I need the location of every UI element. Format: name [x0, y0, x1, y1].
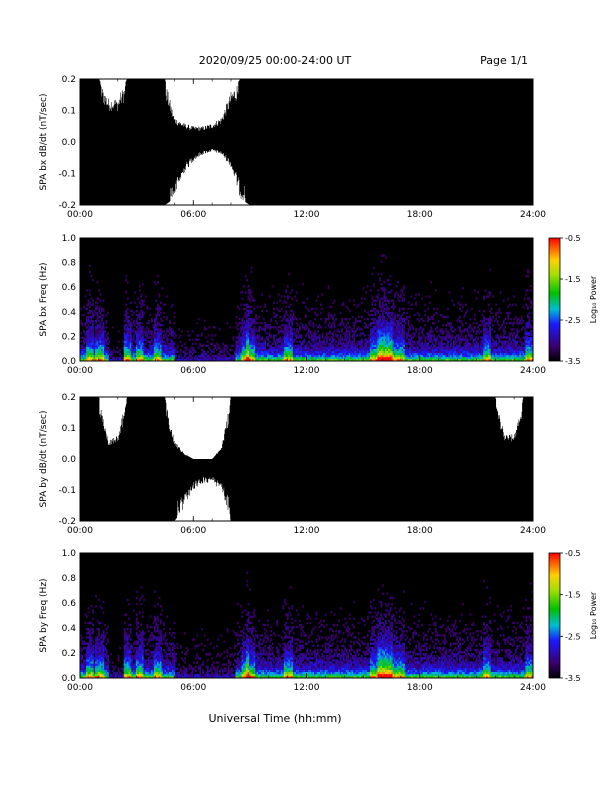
page-number: Page 1/1	[480, 54, 528, 67]
bx-spectrogram-image	[80, 238, 534, 362]
colorbar-tick-label: -3.5	[565, 357, 581, 366]
dbdt-trace	[79, 79, 534, 205]
x-tick-label: 24:00	[520, 210, 546, 220]
panel-by-spectrogram: 00:00 06:00 12:00 18:00 24:00 0.0 0.2 0.4 0.6 0.8…	[39, 549, 598, 693]
x-axis-title: Universal Time (hh:mm)	[209, 712, 342, 725]
colorbar-tick-label: -1.5	[565, 275, 581, 284]
by-dbdt-trace-area	[79, 397, 534, 521]
y-tick-label: 0.1	[62, 424, 76, 434]
by-dbdt-ylabel: SPA by dB/dt (nT/sec)	[39, 411, 49, 508]
bx-dbdt-trace-area	[79, 79, 534, 205]
y-tick-label: 1.0	[62, 549, 77, 559]
x-tick-label: 12:00	[294, 210, 320, 220]
panel-by-dbdt: 00:00 06:00 12:00 18:00 24:00 -0.2 -0.1 0.0 0.1 0…	[39, 393, 546, 536]
x-tick-label: 06:00	[180, 683, 206, 693]
by-colorbar: -0.5 -1.5 -2.5 -3.5	[548, 549, 581, 683]
colorbar-tick-label: -1.5	[565, 591, 581, 600]
x-tick-label: 24:00	[520, 366, 546, 376]
bx-dbdt-axes: 00:00 06:00 12:00 18:00 24:00 -0.2 -0.1 0.0 0.1 0…	[58, 75, 546, 220]
y-tick-label: 0.4	[62, 624, 77, 634]
y-tick-label: 0.0	[62, 357, 77, 367]
bx-spectrogram-axes: 00:00 06:00 12:00 18:00 24:00 0.0 0.2 0.4 0.6 0.8…	[62, 234, 547, 376]
spectrogram-cells	[80, 254, 534, 362]
y-tick-label: 0.8	[62, 574, 77, 584]
bx-dbdt-ylabel: SPA bx dB/dt (nT/sec)	[39, 94, 49, 191]
x-tick-label: 12:00	[294, 526, 320, 536]
x-tick-label: 06:00	[180, 366, 206, 376]
x-tick-label: 18:00	[407, 366, 433, 376]
by-colorbar-label: Log₁₀ Power	[589, 591, 598, 639]
colorbar-tick-label: -2.5	[565, 316, 581, 325]
colorbar-tick-label: -0.5	[565, 234, 581, 243]
by-dbdt-axes: 00:00 06:00 12:00 18:00 24:00 -0.2 -0.1 0.0 0.1 0…	[58, 393, 546, 536]
y-tick-label: 0.2	[62, 649, 76, 659]
by-spectrogram-image	[80, 553, 534, 679]
x-tick-label: 18:00	[407, 526, 433, 536]
x-tick-label: 24:00	[520, 683, 546, 693]
x-tick-label: 00:00	[67, 526, 93, 536]
panel-bx-spectrogram: 00:00 06:00 12:00 18:00 24:00 0.0 0.2 0.4 0.6 0.8…	[39, 234, 598, 376]
bx-colorbar-label: Log₁₀ Power	[589, 275, 598, 323]
y-tick-label: 1.0	[62, 234, 77, 244]
panel-bx-dbdt: 00:00 06:00 12:00 18:00 24:00 -0.2 -0.1 0.0 0.1 0…	[39, 75, 546, 220]
y-tick-label: 0.2	[62, 75, 76, 85]
bx-colorbar: -0.5 -1.5 -2.5 -3.5	[548, 234, 581, 366]
y-tick-label: 0.8	[62, 259, 77, 269]
y-tick-label: 0.1	[62, 107, 76, 117]
colorbar-tick-label: -2.5	[565, 632, 581, 641]
y-tick-label: -0.1	[58, 170, 76, 180]
x-tick-label: 18:00	[407, 210, 433, 220]
x-tick-label: 18:00	[407, 683, 433, 693]
y-tick-label: 0.6	[62, 283, 77, 293]
x-tick-label: 00:00	[67, 683, 93, 693]
x-tick-label: 00:00	[67, 366, 93, 376]
x-tick-label: 06:00	[180, 526, 206, 536]
y-tick-label: 0.0	[62, 455, 77, 465]
colorbar-tick-label: -0.5	[565, 549, 581, 558]
page-title: 2020/09/25 00:00-24:00 UT	[199, 54, 352, 67]
dbdt-trace	[79, 397, 534, 521]
y-tick-label: 0.0	[62, 674, 77, 684]
x-tick-label: 24:00	[520, 526, 546, 536]
colorbar-tick-label: -3.5	[565, 674, 581, 683]
y-tick-label: -0.2	[58, 201, 76, 211]
x-tick-label: 06:00	[180, 210, 206, 220]
bx-spectrogram-ylabel: SPA bx Freq (Hz)	[39, 262, 49, 336]
y-tick-label: 0.0	[62, 138, 77, 148]
y-tick-label: 0.6	[62, 599, 77, 609]
y-tick-label: -0.1	[58, 486, 76, 496]
x-tick-label: 12:00	[294, 366, 320, 376]
y-tick-label: -0.2	[58, 517, 76, 527]
y-tick-label: 0.2	[62, 332, 76, 342]
y-tick-label: 0.4	[62, 308, 77, 318]
spectrogram-cells	[80, 571, 534, 679]
by-spectrogram-ylabel: SPA by Freq (Hz)	[39, 578, 49, 652]
by-spectrogram-axes: 00:00 06:00 12:00 18:00 24:00 0.0 0.2 0.4 0.6 0.8…	[62, 549, 547, 693]
y-tick-label: 0.2	[62, 393, 76, 403]
x-tick-label: 00:00	[67, 210, 93, 220]
x-tick-label: 12:00	[294, 683, 320, 693]
